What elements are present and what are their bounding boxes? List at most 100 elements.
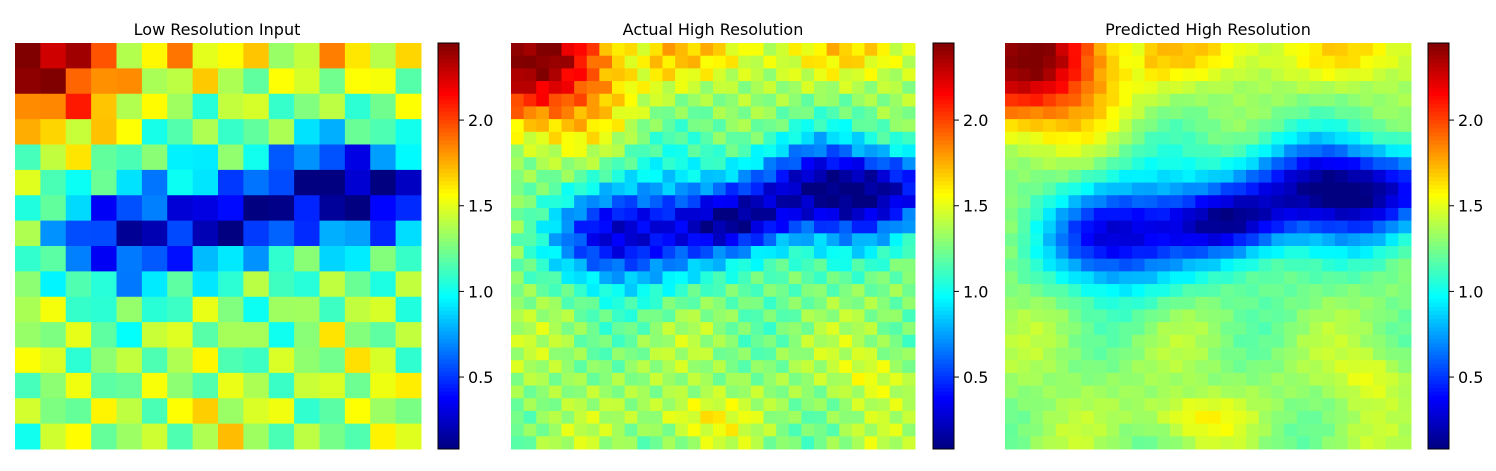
colorbar-segment <box>438 197 459 202</box>
heatmap-cell <box>91 93 118 120</box>
colorbar-segment <box>1428 379 1449 385</box>
heatmap-cell <box>294 296 321 323</box>
heatmap-cell <box>649 347 664 361</box>
heatmap-cell <box>1017 271 1031 285</box>
colorbar-segment <box>1428 221 1449 227</box>
heatmap-cell <box>1030 360 1044 374</box>
heatmap-cell <box>218 93 244 120</box>
heatmap-cell <box>523 296 537 310</box>
heatmap-cell <box>675 284 689 298</box>
heatmap-cell <box>1322 131 1336 145</box>
colorbar-segment <box>438 388 459 393</box>
heatmap-cell <box>814 169 828 184</box>
heatmap-cell <box>675 119 689 133</box>
heatmap-cell <box>1246 410 1260 425</box>
heatmap-cell <box>574 246 588 260</box>
colorbar-segment <box>1428 412 1449 418</box>
colorbar-segment <box>1428 310 1449 316</box>
colorbar-segment <box>1428 59 1449 64</box>
heatmap-cell <box>536 169 550 184</box>
heatmap-cell <box>637 220 651 234</box>
colorbar-segment <box>1428 302 1449 308</box>
heatmap-cell <box>1043 322 1057 336</box>
heatmap-cell <box>788 372 802 387</box>
heatmap-cell <box>574 309 588 323</box>
heatmap-cell <box>687 106 701 120</box>
heatmap-cell <box>649 296 664 310</box>
heatmap-cell <box>662 372 676 387</box>
colorbar-segment <box>1428 404 1449 409</box>
colorbar-segment <box>933 319 954 324</box>
heatmap-cell <box>1284 81 1298 95</box>
heatmap-cell <box>1081 220 1095 234</box>
heatmap-cell <box>1182 195 1196 209</box>
heatmap-cell <box>141 144 168 171</box>
heatmap-cell <box>725 410 739 425</box>
heatmap-cell <box>536 106 550 120</box>
heatmap-cell <box>788 258 802 272</box>
colorbar-segment <box>1428 274 1449 279</box>
heatmap-cell <box>1233 385 1247 399</box>
heatmap-cell <box>675 360 689 374</box>
colorbar-segment <box>438 424 459 430</box>
heatmap-cell <box>1347 119 1361 133</box>
colorbar-segment <box>933 384 954 389</box>
colorbar-segment <box>933 310 954 316</box>
heatmap-cell <box>1246 436 1260 450</box>
heatmap-cell <box>864 398 878 412</box>
heatmap-cell <box>1131 322 1146 336</box>
heatmap-cell <box>713 106 727 120</box>
heatmap-cell <box>1246 322 1260 336</box>
heatmap-cell <box>1385 43 1399 57</box>
colorbar-segment <box>438 396 459 401</box>
heatmap-cell <box>1043 372 1057 387</box>
heatmap-cell <box>851 55 866 69</box>
colorbar-segment <box>933 144 954 150</box>
heatmap-cell <box>1144 93 1158 107</box>
colorbar-segment <box>933 233 954 239</box>
heatmap-cell <box>1169 144 1184 158</box>
heatmap-cell <box>649 271 664 285</box>
heatmap-cell <box>1106 410 1120 425</box>
heatmap-cell <box>548 410 563 425</box>
heatmap-cell <box>1195 423 1209 437</box>
heatmap-cell <box>548 93 563 107</box>
heatmap-cell <box>1360 436 1374 450</box>
heatmap-cell <box>561 119 575 133</box>
colorbar-segment <box>933 262 954 267</box>
heatmap-cell <box>1182 436 1196 450</box>
heatmap-cell <box>877 182 891 196</box>
heatmap-cell <box>1169 322 1184 336</box>
heatmap-cell <box>1296 233 1310 247</box>
colorbar-segment <box>1428 347 1449 353</box>
colorbar-segment <box>933 120 954 125</box>
heatmap-cell <box>725 372 739 387</box>
heatmap-cell <box>1233 81 1247 95</box>
heatmap-cell <box>662 258 676 272</box>
heatmap-cell <box>738 423 752 437</box>
heatmap-cell <box>1005 68 1019 82</box>
heatmap-cell <box>1284 385 1298 399</box>
heatmap-cell <box>15 322 41 349</box>
heatmap-cell <box>141 246 168 272</box>
heatmap-cell <box>763 131 777 145</box>
heatmap-cell <box>1195 334 1209 348</box>
heatmap-cell <box>826 284 840 298</box>
heatmap-cell <box>877 233 891 247</box>
heatmap-cell <box>738 322 752 336</box>
heatmap-cell <box>1005 271 1019 285</box>
heatmap-cell <box>801 385 815 399</box>
heatmap-cell <box>788 436 802 450</box>
heatmap-cell <box>1055 195 1069 209</box>
heatmap-cell <box>725 55 739 69</box>
heatmap-cell <box>1144 385 1158 399</box>
heatmap-cell <box>801 207 815 222</box>
heatmap-cell <box>1195 144 1209 158</box>
heatmap-cell <box>1043 385 1057 399</box>
heatmap-cell <box>268 372 295 399</box>
heatmap-cell <box>801 322 815 336</box>
heatmap-cell <box>1360 284 1374 298</box>
heatmap-cell <box>826 385 840 399</box>
heatmap-cell <box>1284 271 1298 285</box>
heatmap-cell <box>523 220 537 234</box>
